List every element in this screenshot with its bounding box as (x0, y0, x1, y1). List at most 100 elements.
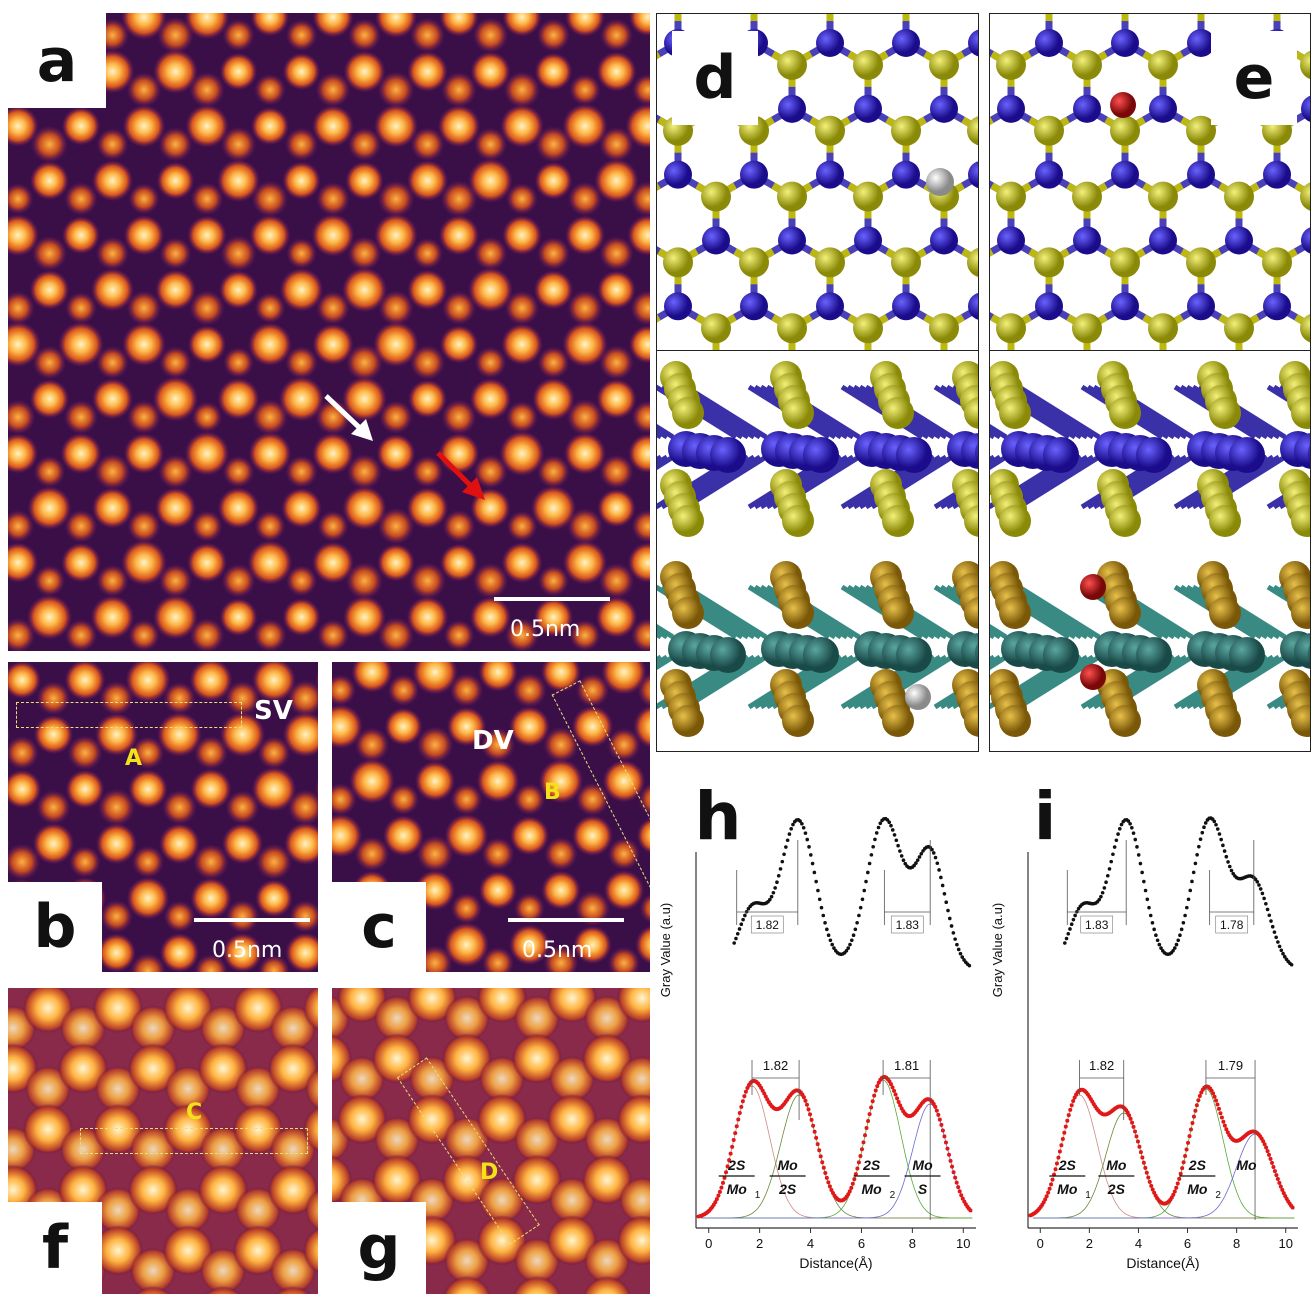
lattice-atom (599, 236, 634, 271)
bottom-profile-point (801, 1095, 806, 1100)
lattice-atom (122, 104, 166, 148)
bottom-profile-point (737, 1111, 742, 1116)
chalcogen-atom (1109, 505, 1141, 537)
lattice-atom (153, 49, 198, 94)
lattice-atom (251, 766, 297, 812)
lattice-atom (607, 946, 641, 972)
top-profile-point (778, 867, 783, 871)
mo-atom (1187, 160, 1215, 189)
bottom-profile-point (1178, 1171, 1183, 1176)
lattice-atom (317, 619, 349, 651)
panel-label-b: b (8, 882, 102, 972)
lattice-atom (225, 899, 260, 934)
lattice-atom (8, 843, 41, 881)
lattice-atom (159, 823, 200, 865)
bottom-profile-point (1137, 1144, 1142, 1149)
top-profile-point (1212, 819, 1217, 824)
bottom-profile-point (734, 1124, 739, 1129)
lattice-atom (127, 509, 161, 544)
x-tick-label: 6 (1184, 1236, 1191, 1251)
lattice-atom (416, 726, 454, 764)
lattice-atom (543, 945, 579, 972)
fit-component-curve (701, 1094, 973, 1219)
lattice-atom (476, 1215, 528, 1266)
top-profile-point (1097, 897, 1101, 902)
top-profile-point (1135, 845, 1139, 849)
top-profile-point (860, 897, 865, 902)
mo-atom (1187, 292, 1215, 321)
lattice-atom (91, 378, 134, 420)
distance-label: 1.79 (1218, 1058, 1243, 1073)
bottom-profile-point (745, 1085, 750, 1090)
lattice-atom (232, 1225, 284, 1276)
top-profile-point (1148, 913, 1153, 918)
top-profile-point (784, 845, 788, 849)
bottom-profile-point (1150, 1187, 1155, 1192)
lattice-atom (194, 954, 228, 972)
top-profile-point (946, 908, 950, 913)
lattice-atom (440, 543, 478, 582)
lattice-atom (628, 13, 650, 37)
bottom-profile-point (948, 1158, 953, 1163)
lattice-atom (374, 104, 418, 149)
distance-label: 1.82 (1089, 1058, 1114, 1073)
lattice-atom (187, 542, 227, 583)
top-profile-point (1147, 905, 1151, 910)
bottom-profile-point (968, 1208, 973, 1213)
top-profile-point (953, 937, 957, 941)
top-profile-point (1155, 938, 1160, 943)
mo-atom (892, 160, 920, 189)
peak-label-subscript: 1 (1085, 1190, 1091, 1201)
lattice-atom (442, 509, 476, 543)
top-profile-point (1063, 941, 1067, 945)
top-profile-point (1150, 920, 1155, 925)
bottom-profile-point (1062, 1130, 1067, 1135)
top-profile-point (1174, 942, 1179, 947)
bottom-profile-point (1186, 1140, 1191, 1145)
bottom-profile-point (959, 1193, 964, 1198)
peak-label-denominator: Mo (727, 1181, 748, 1197)
bottom-profile-point (736, 1117, 741, 1122)
lattice-atom (628, 325, 650, 364)
lattice-atom (407, 51, 448, 92)
metal-atom (1136, 637, 1172, 673)
peak-label-denominator: Mo (862, 1181, 883, 1197)
bottom-profile-point (1181, 1160, 1186, 1165)
lattice-atom (618, 1176, 650, 1224)
lattice-atom (373, 321, 419, 368)
lattice-atom (158, 454, 193, 489)
lattice-atom (631, 400, 650, 434)
bottom-profile-point (814, 1135, 819, 1140)
lattice-atom (582, 1275, 632, 1294)
metal-atom (1294, 433, 1311, 469)
distance-label-box (1080, 915, 1114, 934)
bottom-profile-point (1265, 1149, 1270, 1154)
top-profile-point (1073, 913, 1077, 918)
lattice-atom (449, 673, 484, 708)
lattice-atom (627, 214, 650, 256)
mo-atom (1035, 29, 1063, 57)
top-profile-point (894, 838, 899, 843)
lattice-atom (302, 1227, 318, 1274)
lattice-atom (441, 399, 477, 435)
lattice-atom (92, 1225, 144, 1276)
lattice-atom (346, 453, 383, 490)
bottom-profile-point (1261, 1139, 1266, 1144)
top-profile-point (892, 833, 897, 837)
bottom-profile-point (1271, 1164, 1276, 1169)
top-profile-point (769, 894, 774, 899)
site-c-tag: C (186, 1100, 203, 1125)
bottom-profile-point (942, 1134, 947, 1139)
top-profile-point (846, 946, 851, 950)
top-profile-point (787, 832, 792, 836)
lattice-atom (99, 681, 134, 716)
lattice-atom (571, 705, 614, 748)
bottom-profile-point (1068, 1107, 1073, 1112)
bottom-profile-point (1059, 1143, 1064, 1148)
top-profile-point (1279, 948, 1284, 953)
s-atom (663, 247, 693, 278)
top-profile-point (782, 852, 786, 857)
lattice-atom (480, 727, 516, 762)
lattice-atom (184, 431, 230, 476)
top-profile-point (1276, 940, 1280, 944)
